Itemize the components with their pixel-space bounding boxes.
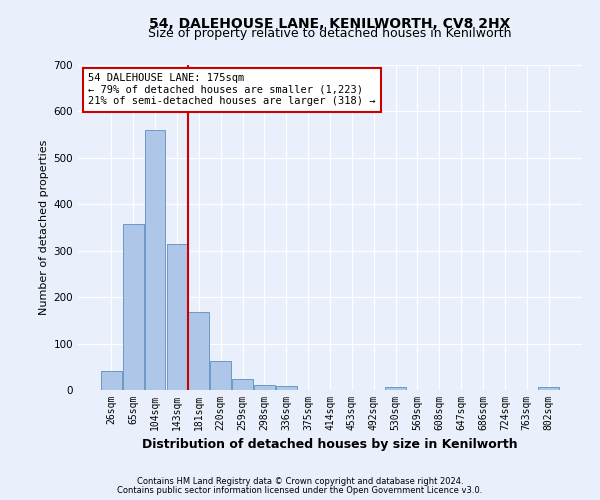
Bar bbox=[210, 361, 231, 390]
Text: Contains public sector information licensed under the Open Government Licence v3: Contains public sector information licen… bbox=[118, 486, 482, 495]
Bar bbox=[385, 387, 406, 390]
Y-axis label: Number of detached properties: Number of detached properties bbox=[40, 140, 49, 315]
Text: Contains HM Land Registry data © Crown copyright and database right 2024.: Contains HM Land Registry data © Crown c… bbox=[137, 477, 463, 486]
Bar bbox=[101, 372, 122, 390]
X-axis label: Distribution of detached houses by size in Kenilworth: Distribution of detached houses by size … bbox=[142, 438, 518, 452]
Text: 54, DALEHOUSE LANE, KENILWORTH, CV8 2HX: 54, DALEHOUSE LANE, KENILWORTH, CV8 2HX bbox=[149, 18, 511, 32]
Bar bbox=[254, 385, 275, 390]
Bar bbox=[123, 224, 143, 390]
Bar bbox=[276, 386, 296, 390]
Bar bbox=[145, 130, 166, 390]
Bar bbox=[188, 312, 209, 390]
Bar bbox=[232, 380, 253, 390]
Text: Size of property relative to detached houses in Kenilworth: Size of property relative to detached ho… bbox=[148, 28, 512, 40]
Text: 54 DALEHOUSE LANE: 175sqm
← 79% of detached houses are smaller (1,223)
21% of se: 54 DALEHOUSE LANE: 175sqm ← 79% of detac… bbox=[88, 73, 376, 106]
Bar bbox=[538, 387, 559, 390]
Bar bbox=[167, 244, 187, 390]
